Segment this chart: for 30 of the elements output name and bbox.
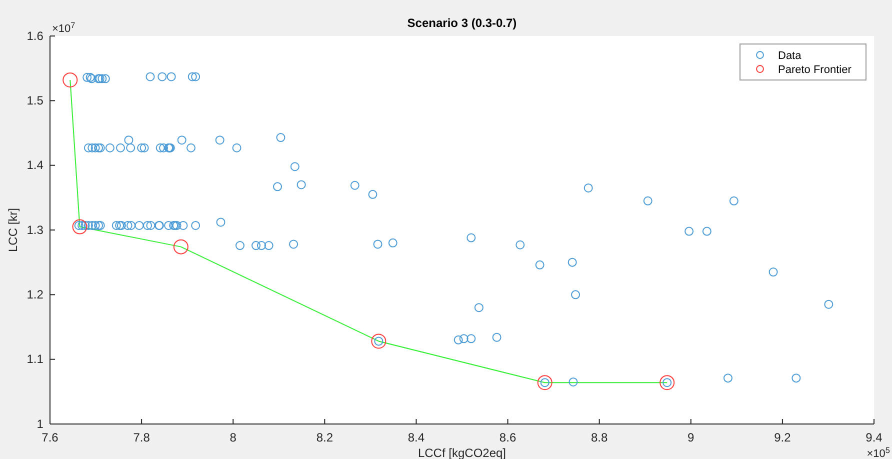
x-tick-label: 8 — [230, 430, 237, 444]
legend-label: Pareto Frontier — [778, 64, 852, 76]
text: ×10$^{7}$ — [52, 20, 76, 35]
x-tick-label: 7.8 — [133, 430, 150, 444]
x-tick-label: 8.4 — [408, 430, 425, 444]
y-tick-label: 1.2 — [26, 288, 44, 302]
y-tick-label: 1.6 — [26, 28, 44, 43]
legend-label: Data — [778, 50, 802, 62]
y-tick-label: 1.3 — [26, 222, 44, 237]
x-tick-label: 9 — [688, 430, 695, 444]
point — [72, 219, 88, 234]
chart-title: Scenario 3 (0.3-0.7) — [407, 16, 517, 30]
x-tick-label: 8.8 — [590, 430, 608, 444]
point — [537, 375, 552, 390]
y-axis-title: LCC [kr] — [6, 208, 20, 252]
point — [660, 375, 675, 390]
x-tick-label: 8.6 — [499, 430, 516, 444]
x-tick-label: 9.2 — [774, 430, 792, 444]
text: ×10$^{5}$ — [866, 446, 890, 459]
y-tick-label: 1.4 — [26, 158, 44, 172]
y-tick-label: 1.1 — [26, 352, 44, 366]
x-tick-label: 9.4 — [866, 430, 883, 444]
point — [371, 334, 386, 349]
x-tick-label: 7.6 — [42, 430, 59, 444]
x-tick-label: 8.2 — [316, 430, 334, 444]
point — [62, 72, 78, 88]
y-tick-label: 1 — [36, 416, 44, 431]
y-tick-label: 1.5 — [26, 94, 44, 108]
point — [173, 239, 188, 254]
line-series — [70, 79, 668, 384]
